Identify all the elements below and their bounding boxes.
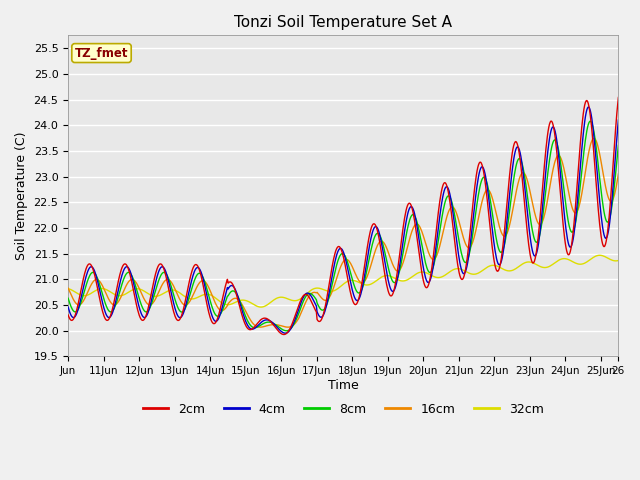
Title: Tonzi Soil Temperature Set A: Tonzi Soil Temperature Set A: [234, 15, 452, 30]
Text: TZ_fmet: TZ_fmet: [75, 47, 128, 60]
Y-axis label: Soil Temperature (C): Soil Temperature (C): [15, 132, 28, 260]
X-axis label: Time: Time: [328, 379, 358, 392]
Legend: 2cm, 4cm, 8cm, 16cm, 32cm: 2cm, 4cm, 8cm, 16cm, 32cm: [138, 398, 548, 420]
